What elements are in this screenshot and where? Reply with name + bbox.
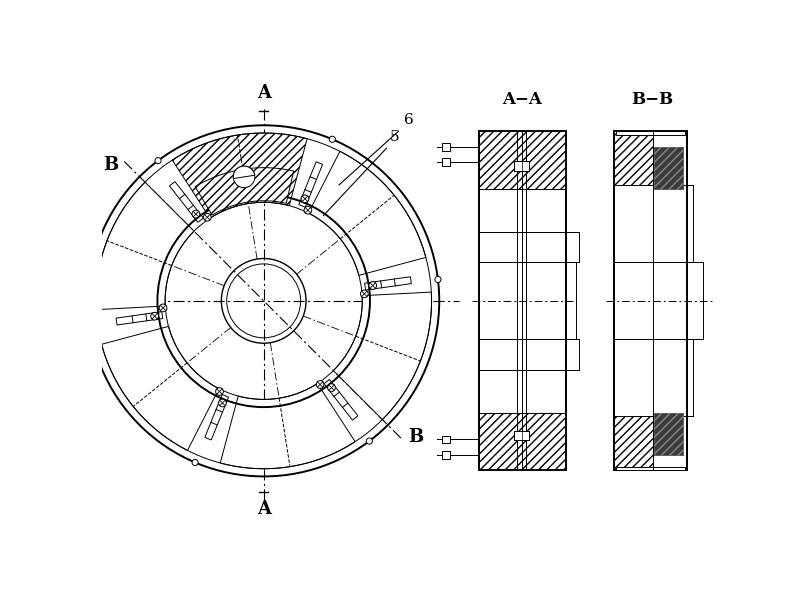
Wedge shape [234, 166, 254, 178]
Polygon shape [299, 162, 322, 207]
Polygon shape [479, 370, 566, 412]
Circle shape [192, 210, 200, 218]
Polygon shape [309, 151, 426, 275]
Polygon shape [654, 147, 683, 189]
Text: 5: 5 [390, 130, 400, 144]
Polygon shape [116, 312, 162, 325]
Polygon shape [220, 384, 355, 469]
Polygon shape [614, 131, 653, 186]
Bar [606, 127, 734, 474]
Text: A−A: A−A [502, 92, 542, 108]
Polygon shape [205, 394, 229, 440]
Polygon shape [614, 416, 653, 470]
Bar [442, 158, 450, 166]
Polygon shape [172, 133, 307, 218]
Circle shape [366, 438, 373, 444]
Bar [442, 451, 450, 459]
Circle shape [86, 319, 93, 325]
Polygon shape [614, 186, 687, 262]
Polygon shape [102, 327, 219, 450]
Polygon shape [614, 262, 687, 339]
Circle shape [218, 399, 226, 407]
Circle shape [316, 381, 324, 389]
Polygon shape [479, 262, 566, 339]
Polygon shape [324, 380, 358, 420]
Circle shape [151, 312, 158, 320]
Circle shape [216, 388, 223, 395]
Circle shape [330, 136, 335, 142]
Polygon shape [654, 412, 683, 455]
Polygon shape [96, 182, 194, 309]
Circle shape [328, 384, 335, 392]
Circle shape [301, 195, 309, 203]
Bar [654, 412, 683, 455]
Polygon shape [479, 131, 566, 189]
Text: B: B [409, 428, 424, 446]
Bar [514, 161, 530, 171]
Bar [442, 143, 450, 151]
Circle shape [84, 121, 443, 480]
Bar [616, 131, 685, 134]
Circle shape [361, 290, 368, 298]
Polygon shape [479, 189, 566, 231]
Polygon shape [479, 231, 566, 262]
Polygon shape [653, 131, 687, 186]
Text: 6: 6 [404, 113, 414, 127]
Polygon shape [195, 168, 294, 215]
Text: B−B: B−B [631, 92, 674, 108]
Circle shape [192, 459, 198, 465]
Text: B: B [104, 156, 119, 174]
Bar [514, 431, 530, 440]
Circle shape [234, 166, 255, 187]
Bar [442, 436, 450, 443]
Polygon shape [170, 181, 203, 223]
Circle shape [155, 158, 161, 164]
Bar [654, 147, 683, 189]
Circle shape [159, 304, 167, 312]
Polygon shape [479, 339, 566, 370]
Polygon shape [334, 292, 431, 419]
Text: A: A [257, 84, 270, 102]
Text: A: A [257, 500, 270, 518]
Bar [437, 127, 609, 474]
Bar [616, 467, 685, 470]
Circle shape [203, 214, 211, 221]
Polygon shape [653, 416, 687, 470]
Circle shape [435, 277, 441, 283]
Circle shape [304, 206, 312, 214]
Circle shape [369, 281, 377, 289]
Polygon shape [365, 277, 411, 290]
Polygon shape [614, 339, 687, 416]
Polygon shape [479, 412, 566, 470]
